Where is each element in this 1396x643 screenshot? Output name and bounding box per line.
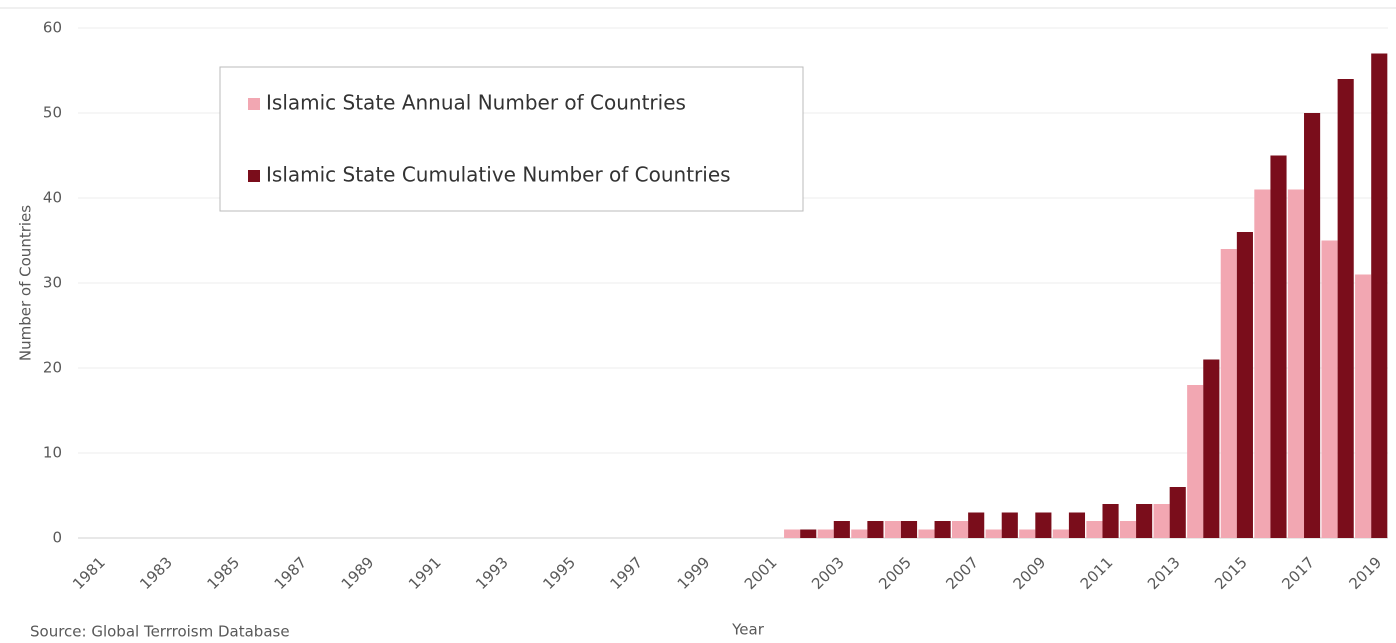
- bar: [952, 521, 969, 538]
- bar: [1136, 504, 1153, 538]
- bar: [1337, 79, 1354, 538]
- x-tick-label: 1999: [674, 553, 714, 593]
- bar: [1287, 189, 1305, 538]
- legend-label: Islamic State Cumulative Number of Count…: [266, 163, 731, 187]
- bar: [1187, 385, 1204, 538]
- bar: [934, 521, 951, 538]
- y-tick-label: 0: [52, 529, 62, 547]
- x-tick-label: 1987: [271, 553, 311, 593]
- bar: [784, 529, 801, 538]
- source-note: Source: Global Terrroism Database: [30, 623, 290, 640]
- x-tick-label: 2013: [1144, 553, 1184, 593]
- bar: [1371, 53, 1388, 538]
- y-tick-label: 10: [43, 444, 62, 462]
- bar: [1102, 504, 1119, 538]
- bar: [817, 529, 834, 538]
- legend-box: [219, 66, 804, 212]
- x-tick-label: 1981: [69, 553, 109, 593]
- bar: [1019, 529, 1036, 538]
- x-tick-label: 2017: [1278, 553, 1318, 593]
- x-axis-title: Year: [731, 621, 765, 639]
- bar: [1270, 155, 1287, 538]
- legend-swatch: [248, 98, 260, 110]
- x-tick-label: 1989: [338, 553, 378, 593]
- bar: [1355, 274, 1372, 538]
- y-tick-label: 50: [43, 104, 62, 122]
- y-axis-title: Number of Countries: [17, 205, 35, 361]
- bar: [985, 529, 1002, 538]
- x-tick-label: 1997: [607, 553, 647, 593]
- bar: [1254, 189, 1271, 538]
- y-tick-label: 30: [43, 274, 62, 292]
- x-tick-label: 2007: [942, 553, 982, 593]
- bar: [1220, 249, 1237, 538]
- bar: [1304, 113, 1321, 538]
- bar: [867, 521, 884, 538]
- y-tick-label: 40: [43, 189, 62, 207]
- bar: [1153, 504, 1170, 538]
- bar: [884, 521, 901, 538]
- x-tick-label: 2001: [741, 553, 781, 593]
- x-tick-label: 1983: [136, 553, 176, 593]
- x-tick-label: 1995: [539, 553, 579, 593]
- y-tick-label: 20: [43, 359, 62, 377]
- x-tick-label: 2003: [808, 553, 848, 593]
- x-tick-label: 1985: [203, 553, 243, 593]
- bar: [900, 521, 918, 538]
- bar: [1119, 521, 1137, 538]
- bar: [1035, 512, 1052, 538]
- legend-swatch: [248, 170, 260, 182]
- y-tick-label: 60: [43, 19, 62, 37]
- x-tick-label: 1991: [405, 553, 445, 593]
- x-tick-label: 2009: [1010, 553, 1050, 593]
- legend-label: Islamic State Annual Number of Countries: [266, 91, 686, 115]
- bar: [1169, 487, 1186, 538]
- bar: [1068, 512, 1086, 538]
- bar: [1086, 521, 1103, 538]
- x-tick-label: 1993: [472, 553, 512, 593]
- x-tick-label: 2019: [1345, 553, 1385, 593]
- bar: [833, 521, 850, 538]
- bar: [1203, 359, 1220, 538]
- bar: [918, 529, 935, 538]
- bar: [1321, 240, 1338, 538]
- bar: [1052, 529, 1069, 538]
- x-tick-label: 2011: [1077, 553, 1117, 593]
- x-tick-label: 2005: [875, 553, 915, 593]
- bar: [1001, 512, 1018, 538]
- bar: [851, 529, 868, 538]
- x-tick-label: 2015: [1211, 553, 1251, 593]
- bar: [968, 512, 985, 538]
- bar: [1236, 232, 1253, 538]
- bar: [800, 529, 817, 538]
